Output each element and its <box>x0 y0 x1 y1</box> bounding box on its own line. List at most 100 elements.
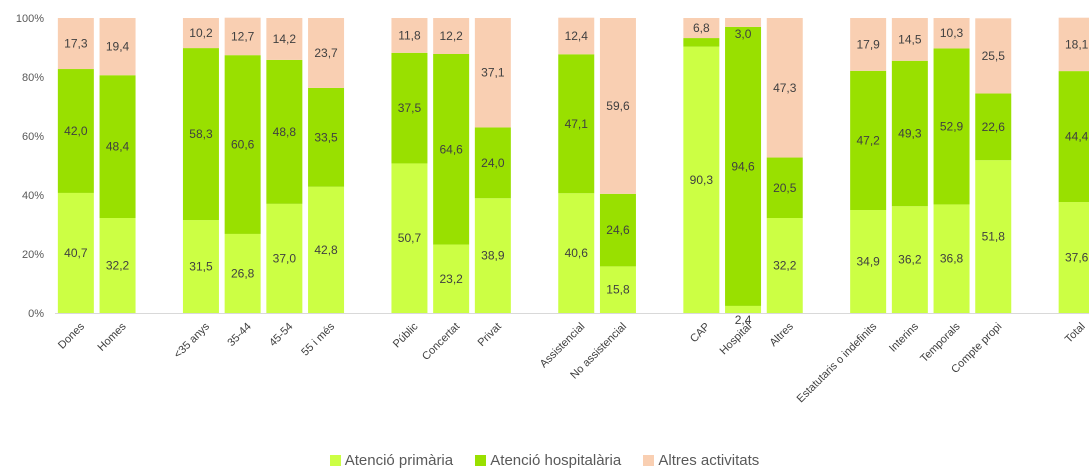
bar-segment <box>474 198 511 313</box>
data-label: 94,6 <box>731 159 755 173</box>
data-label: 14,5 <box>898 32 922 46</box>
data-label: 58,3 <box>189 127 213 141</box>
bar-segment <box>266 59 303 204</box>
bar-segment <box>224 55 261 234</box>
data-label: 34,9 <box>856 255 880 269</box>
bar-segment <box>933 48 970 205</box>
bar-segment <box>1058 202 1089 313</box>
data-label: 2,4 <box>735 313 752 327</box>
bar-segment <box>182 18 219 49</box>
y-tick-label: 40% <box>22 190 44 202</box>
chart-canvas: 0% 20% 40% 60% 80% 100% 40,7 42,0 17,3 Dones 32,2 4… <box>16 13 1089 405</box>
bar-segment <box>57 192 94 313</box>
data-label: 11,8 <box>398 28 421 42</box>
category-label: Interins <box>887 320 921 354</box>
data-label: 44,4 <box>1065 130 1089 144</box>
bar-segment <box>725 26 762 306</box>
category-label: 35-44 <box>225 321 253 349</box>
legend-swatch-other <box>643 455 655 466</box>
category-label: Total <box>1063 321 1088 346</box>
data-label: 64,6 <box>439 142 463 156</box>
category-label: Temporals <box>918 320 963 365</box>
data-label: 10,2 <box>189 26 213 40</box>
data-label: 22,6 <box>982 120 1006 134</box>
data-label: 17,3 <box>64 37 88 51</box>
data-label: 42,0 <box>64 124 88 138</box>
data-label: 15,8 <box>606 283 630 297</box>
legend-item-other: Altres activitats <box>643 452 759 469</box>
category-label: 55 i més <box>299 320 337 358</box>
data-label: 31,5 <box>189 260 213 274</box>
y-tick-label: 20% <box>22 249 44 261</box>
data-label: 37,0 <box>273 251 297 265</box>
bar-segment <box>599 266 636 313</box>
data-label: 17,9 <box>856 37 880 51</box>
bar-segment <box>683 46 720 314</box>
bar-segment <box>99 218 136 313</box>
data-label: 37,1 <box>481 66 505 80</box>
category-label: Altres <box>767 320 796 349</box>
bar-segment <box>391 52 428 164</box>
bar-segment <box>891 18 928 61</box>
data-label: 51,8 <box>982 230 1006 244</box>
bar-segment <box>599 18 636 194</box>
data-label: 23,7 <box>314 46 338 60</box>
bar-segment <box>1058 71 1089 203</box>
chart-legend: Atenció primària Atenció hospitalària Al… <box>0 452 1089 469</box>
category-label: CAP <box>688 321 712 345</box>
bar-segment <box>683 18 720 39</box>
bar-segment <box>391 163 428 313</box>
bar-segment <box>558 193 595 313</box>
bar-segment <box>725 18 762 27</box>
legend-swatch-hospital <box>475 455 487 466</box>
bar-segment <box>308 186 345 313</box>
data-label: 32,2 <box>773 259 797 273</box>
bar-segment <box>224 233 261 313</box>
bar-segment <box>182 220 219 313</box>
data-label: 59,6 <box>606 99 630 113</box>
data-label: 90,3 <box>690 173 714 187</box>
bar-segment <box>850 18 887 71</box>
bar-segment <box>599 193 636 267</box>
bar-segment <box>266 203 303 313</box>
data-label: 50,7 <box>398 231 422 245</box>
data-label: 23,2 <box>439 272 463 286</box>
data-label: 42,8 <box>314 243 338 257</box>
data-label: 19,4 <box>106 40 130 54</box>
category-label: Concertat <box>420 321 462 363</box>
data-label: 60,6 <box>231 138 255 152</box>
bar-segment <box>850 210 887 313</box>
bar-segment <box>57 18 94 70</box>
category-label: Homes <box>96 320 129 353</box>
y-tick-label: 0% <box>28 308 44 320</box>
legend-label-other: Altres activitats <box>658 452 760 469</box>
data-label: 24,6 <box>606 223 630 237</box>
data-label: 37,6 <box>1065 251 1089 265</box>
data-label: 36,2 <box>898 253 922 267</box>
data-label: 18,1 <box>1065 37 1089 51</box>
data-label: 47,1 <box>565 117 589 131</box>
data-label: 25,5 <box>982 49 1006 63</box>
bar-segment <box>474 18 511 128</box>
data-label: 12,4 <box>565 29 589 43</box>
data-label: 3,0 <box>735 27 752 41</box>
data-label: 48,4 <box>106 140 130 154</box>
bar-segment <box>891 206 928 313</box>
data-label: 48,8 <box>273 125 297 139</box>
y-tick-label: 60% <box>22 131 44 143</box>
bar-segment <box>433 53 470 245</box>
bar-segment <box>224 17 261 56</box>
data-label: 37,5 <box>398 101 422 115</box>
data-label: 47,3 <box>773 81 797 95</box>
data-label: 32,2 <box>106 259 130 273</box>
legend-label-primary: Atenció primària <box>344 452 454 469</box>
bar-segment <box>433 244 470 313</box>
data-label: 20,5 <box>773 181 797 195</box>
category-label: <35 anys <box>172 320 213 361</box>
data-label: 24,0 <box>481 156 505 170</box>
y-tick-label: 100% <box>16 13 44 25</box>
bar-segment <box>933 204 970 313</box>
bar-segment <box>1058 17 1089 72</box>
legend-item-hospital: Atenció hospitalària <box>475 452 621 469</box>
bar-segment <box>975 18 1012 94</box>
